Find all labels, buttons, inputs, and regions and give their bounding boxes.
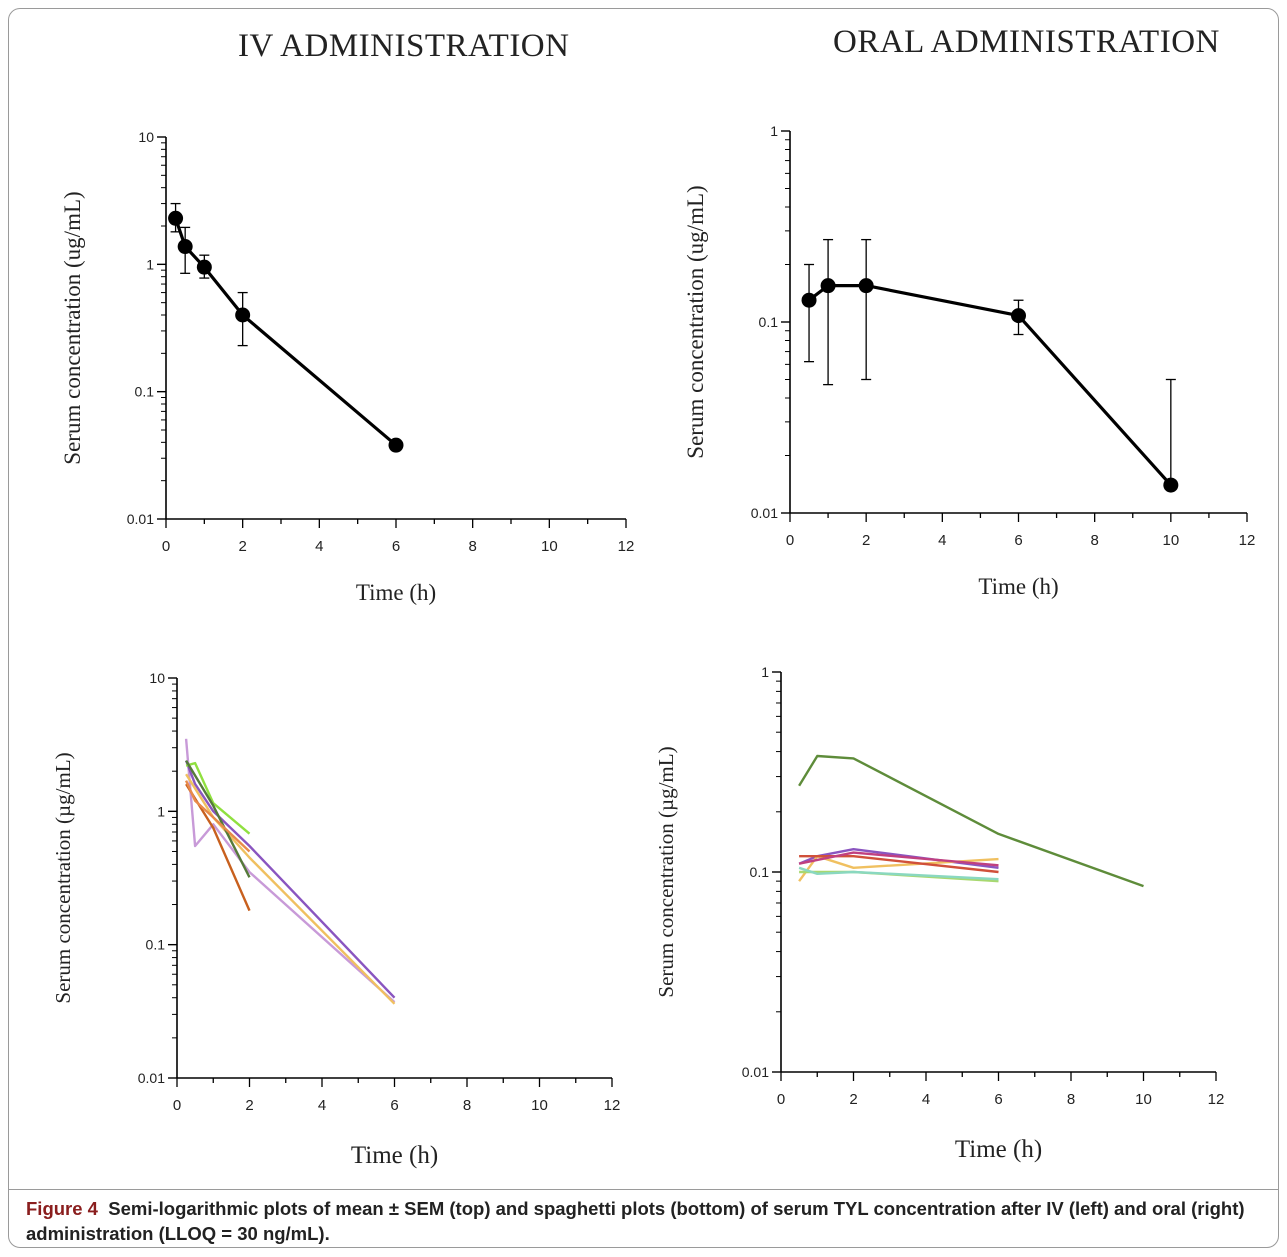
y-tick-label: 0.01 [127,511,154,527]
x-tick-label: 10 [541,538,558,555]
x-tick-label: 4 [315,538,323,555]
iv-administration-title: IV ADMINISTRATION [238,28,570,64]
x-tick-label: 4 [922,1091,930,1108]
x-tick-label: 0 [777,1091,785,1108]
caption-text: Semi-logarithmic plots of mean ± SEM (to… [26,1198,1245,1244]
data-point [801,292,817,308]
x-tick-label: 12 [1208,1091,1225,1108]
x-tick-label: 10 [1135,1091,1152,1108]
x-tick-label: 2 [238,538,246,555]
x-tick-label: 12 [604,1097,621,1114]
x-tick-label: 10 [531,1097,548,1114]
x-tick-label: 0 [786,532,794,549]
x-tick-label: 0 [162,538,170,555]
x-tick-label: 6 [390,1097,398,1114]
series-line-0 [184,738,396,1004]
x-axis-label: Time (h) [955,1136,1042,1163]
data-point [820,278,836,294]
y-tick-label: 1 [770,123,778,139]
x-tick-label: 4 [938,532,946,549]
series-line-4 [185,759,251,878]
series-line-4 [798,851,999,867]
x-axis-label: Time (h) [351,1142,438,1169]
y-tick-label: 1 [146,256,154,272]
caption-label: Figure 4 [26,1198,98,1219]
y-axis-label: Serum concentration (µg/mL) [51,752,75,1003]
series-line-2 [185,773,396,1005]
series-line-6 [185,780,251,853]
data-point [1163,477,1179,493]
caption-divider [9,1189,1278,1190]
x-tick-label: 0 [173,1097,181,1114]
y-axis-label: Serum concentration (ug/mL) [60,191,85,464]
y-tick-label: 0.01 [742,1064,769,1080]
x-tick-label: 4 [318,1097,326,1114]
x-tick-label: 8 [468,538,476,555]
x-tick-label: 8 [1067,1091,1075,1108]
x-axis-label: Time (h) [978,574,1058,599]
x-tick-label: 2 [849,1091,857,1108]
series-line-0 [174,217,398,447]
y-tick-label: 0.01 [751,505,778,521]
x-tick-label: 12 [618,538,635,555]
iv-spaghetti-chart: 0.01 0.1 1 10 0 2 4 6 8 10 12 Time (h) Serum concent… [51,670,620,1169]
x-tick-label: 12 [1239,532,1256,549]
figure-caption: Figure 4 Semi-logarithmic plots of mean … [26,1196,1266,1246]
y-axis-label: Serum concentration (ug/mL) [683,185,708,458]
data-point [858,278,874,294]
y-axis-label: Serum concentration (µg/mL) [654,746,678,997]
data-point [196,259,212,275]
y-tick-label: 10 [138,129,154,145]
y-tick-label: 10 [149,670,165,686]
x-tick-label: 2 [245,1097,253,1114]
x-tick-label: 6 [1014,532,1022,549]
y-tick-label: 0.01 [138,1070,165,1086]
y-tick-label: 1 [157,803,165,819]
series-line-3 [185,761,251,835]
y-tick-label: 1 [761,664,769,680]
series-line-0 [798,754,1144,888]
x-tick-label: 2 [862,532,870,549]
data-point [177,239,193,255]
x-tick-label: 8 [1090,532,1098,549]
series-line-0 [808,284,1172,487]
y-tick-label: 0.1 [750,864,770,880]
iv-mean-chart: 0.01 0.1 1 10 0 2 4 6 8 10 12 Time (h) Serum concent… [60,129,634,605]
series-line-1 [184,760,396,999]
x-tick-label: 8 [463,1097,471,1114]
x-tick-label: 6 [392,538,400,555]
x-axis-label: Time (h) [356,580,436,605]
data-point [1011,308,1026,324]
y-tick-label: 0.1 [759,314,779,330]
oral-administration-title: ORAL ADMINISTRATION [833,24,1220,60]
figure-frame [8,8,1279,1248]
data-point [235,307,251,323]
y-tick-label: 0.1 [146,937,166,953]
data-point [388,437,404,453]
y-tick-label: 0.1 [135,384,155,400]
series-line-6 [798,866,999,881]
x-tick-label: 6 [994,1091,1002,1108]
x-tick-label: 10 [1162,532,1179,549]
data-point [168,210,184,226]
